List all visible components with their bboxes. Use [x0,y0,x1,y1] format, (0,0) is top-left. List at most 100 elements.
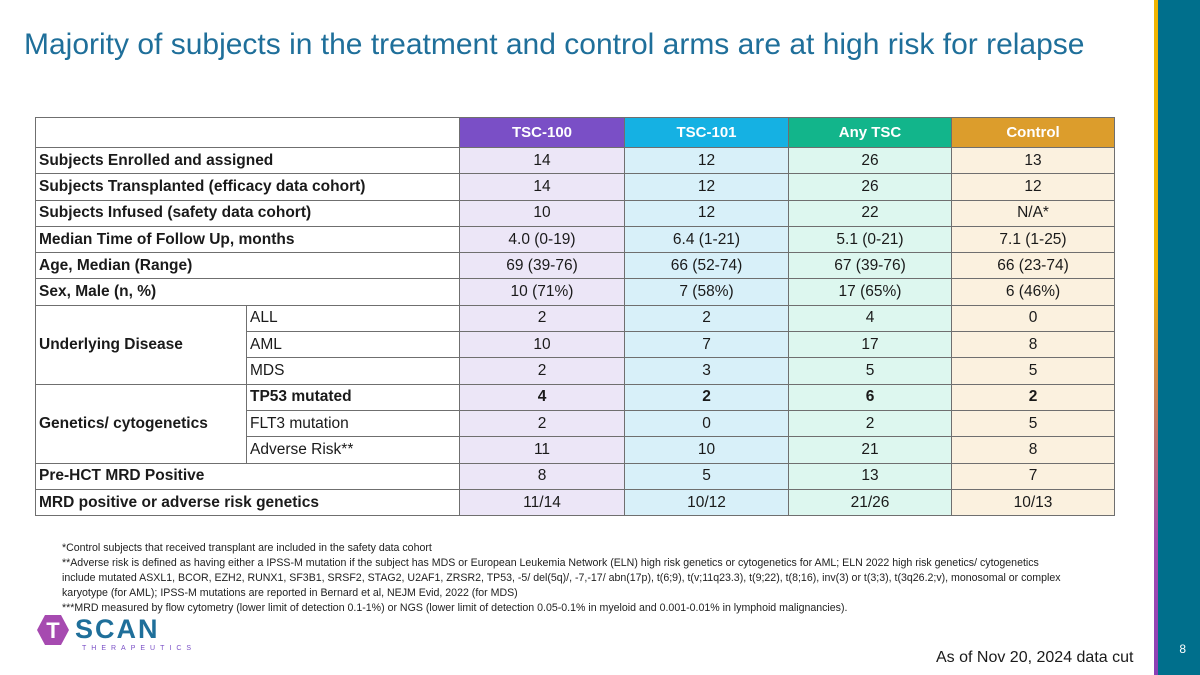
logo-letter: T [46,618,60,643]
header-tsc-101: TSC-101 [624,117,789,148]
sub-row-label: AML [246,331,460,359]
slide-title: Majority of subjects in the treatment an… [24,28,1085,61]
table-cell: 3 [624,357,789,385]
group-label: Genetics/ cytogenetics [35,383,247,464]
table-cell: 7 (58%) [624,278,789,306]
cohort-table: TSC-100 TSC-101 Any TSC Control Subjects… [35,117,1115,517]
row-label: Subjects Transplanted (efficacy data coh… [35,173,460,201]
table-row: Subjects Transplanted (efficacy data coh… [35,173,1115,201]
table-cell: 2 [459,409,625,438]
table-cell: 0 [951,304,1115,333]
table-row: Subjects Enrolled and assigned 14 12 26 13 [35,146,1115,175]
row-label: Pre-HCT MRD Positive [35,462,460,490]
accent-stripe [1154,0,1158,675]
tscan-logo: T SCAN THERAPEUTICS [36,612,191,656]
table-cell: 2 [459,304,625,333]
table-cell: 21 [788,436,952,464]
table-cell: 10/13 [951,488,1115,517]
table-cell: 26 [788,146,952,175]
table-cell: 13 [951,146,1115,175]
footnote: *Control subjects that received transpla… [62,542,432,554]
table-cell: 8 [951,436,1115,464]
table-cell: 5 [951,409,1115,438]
sub-row-label: FLT3 mutation [246,409,460,438]
row-label: Age, Median (Range) [35,252,460,280]
table-cell: 17 [788,331,952,359]
table-cell: 22 [788,199,952,227]
table-row: MRD positive or adverse risk genetics 11/… [35,488,1115,517]
table-cell: 6 [788,383,952,411]
table-cell: 14 [459,146,625,175]
table-cell: 21/26 [788,488,952,517]
header-tsc-100: TSC-100 [459,117,625,148]
table-cell: 10/12 [624,488,789,517]
table-cell: 8 [459,462,625,490]
table-cell: 5 [788,357,952,385]
table-cell: 10 [459,331,625,359]
table-row: Age, Median (Range) 69 (39-76) 66 (52-74) 6… [35,252,1115,280]
table-row: AML 10 7 17 8 [36,331,1115,359]
table-cell: 5 [624,462,789,490]
footnote: ***MRD measured by flow cytometry (lower… [62,602,848,614]
data-cut-note: As of Nov 20, 2024 data cut [936,649,1134,666]
table-cell: 5.1 (0-21) [788,225,952,254]
table-cell: 7 [624,331,789,359]
table-row: MDS 2 3 5 5 [36,357,1115,385]
table-cell: 2 [788,409,952,438]
table-cell: 6 (46%) [951,278,1115,306]
table-cell: 8 [951,331,1115,359]
table-cell: 2 [951,383,1115,411]
table-cell: 6.4 (1-21) [624,225,789,254]
header-any-tsc: Any TSC [788,117,952,148]
table-cell: 66 (52-74) [624,252,789,280]
table-cell: 2 [624,304,789,333]
table-cell: 17 (65%) [788,278,952,306]
row-label: MRD positive or adverse risk genetics [35,488,460,517]
table-cell: 10 [624,436,789,464]
logo-tagline: THERAPEUTICS [82,645,197,652]
table-row: Median Time of Follow Up, months 4.0 (0-1… [35,225,1115,254]
row-label: Median Time of Follow Up, months [35,225,460,254]
table-cell: 4 [788,304,952,333]
table-row: Sex, Male (n, %) 10 (71%) 7 (58%) 17 (65%) 6… [35,278,1115,306]
row-label: Subjects Infused (safety data cohort) [35,199,460,227]
table-cell: 12 [624,199,789,227]
table-cell: 5 [951,357,1115,385]
table-cell: 66 (23-74) [951,252,1115,280]
table-cell: 10 [459,199,625,227]
table-cell: 12 [951,173,1115,201]
table-row: Adverse Risk** 11 10 21 8 [36,436,1115,464]
table-cell: 10 (71%) [459,278,625,306]
header-control: Control [951,117,1115,148]
logo-wordmark: SCAN [75,614,160,644]
group-label: Underlying Disease [35,304,247,385]
table-cell: 4.0 (0-19) [459,225,625,254]
footnote: **Adverse risk is defined as having eith… [62,557,1061,599]
table-cell: 11 [459,436,625,464]
sub-row-label: MDS [246,357,460,385]
table-cell: 4 [459,383,625,411]
row-label: Subjects Enrolled and assigned [35,146,460,175]
table-cell: N/A* [951,199,1115,227]
table-cell: 67 (39-76) [788,252,952,280]
table-row: FLT3 mutation 2 0 2 5 [36,409,1115,438]
sub-row-label: TP53 mutated [246,383,460,411]
table-cell: 2 [624,383,789,411]
table-row: Genetics/ cytogenetics TP53 mutated 4 2 6 2 [35,383,1115,464]
brand-sidebar: 8 [1154,0,1200,675]
footnotes: *Control subjects that received transpla… [62,541,1062,616]
table-row: Underlying Disease ALL 2 2 4 0 [35,304,1115,385]
table-cell: 13 [788,462,952,490]
table-cell: 26 [788,173,952,201]
table-cell: 69 (39-76) [459,252,625,280]
table-cell: 7 [951,462,1115,490]
table-cell: 12 [624,173,789,201]
table-row: Pre-HCT MRD Positive 8 5 13 7 [35,462,1115,490]
table-row: Subjects Infused (safety data cohort) 10 1… [35,199,1115,227]
sub-row-label: ALL [246,304,460,333]
row-label: Sex, Male (n, %) [35,278,460,306]
hexagon-logo-icon: T [37,615,69,645]
header-blank [35,117,460,148]
table-cell: 0 [624,409,789,438]
page-number: 8 [1179,642,1186,656]
